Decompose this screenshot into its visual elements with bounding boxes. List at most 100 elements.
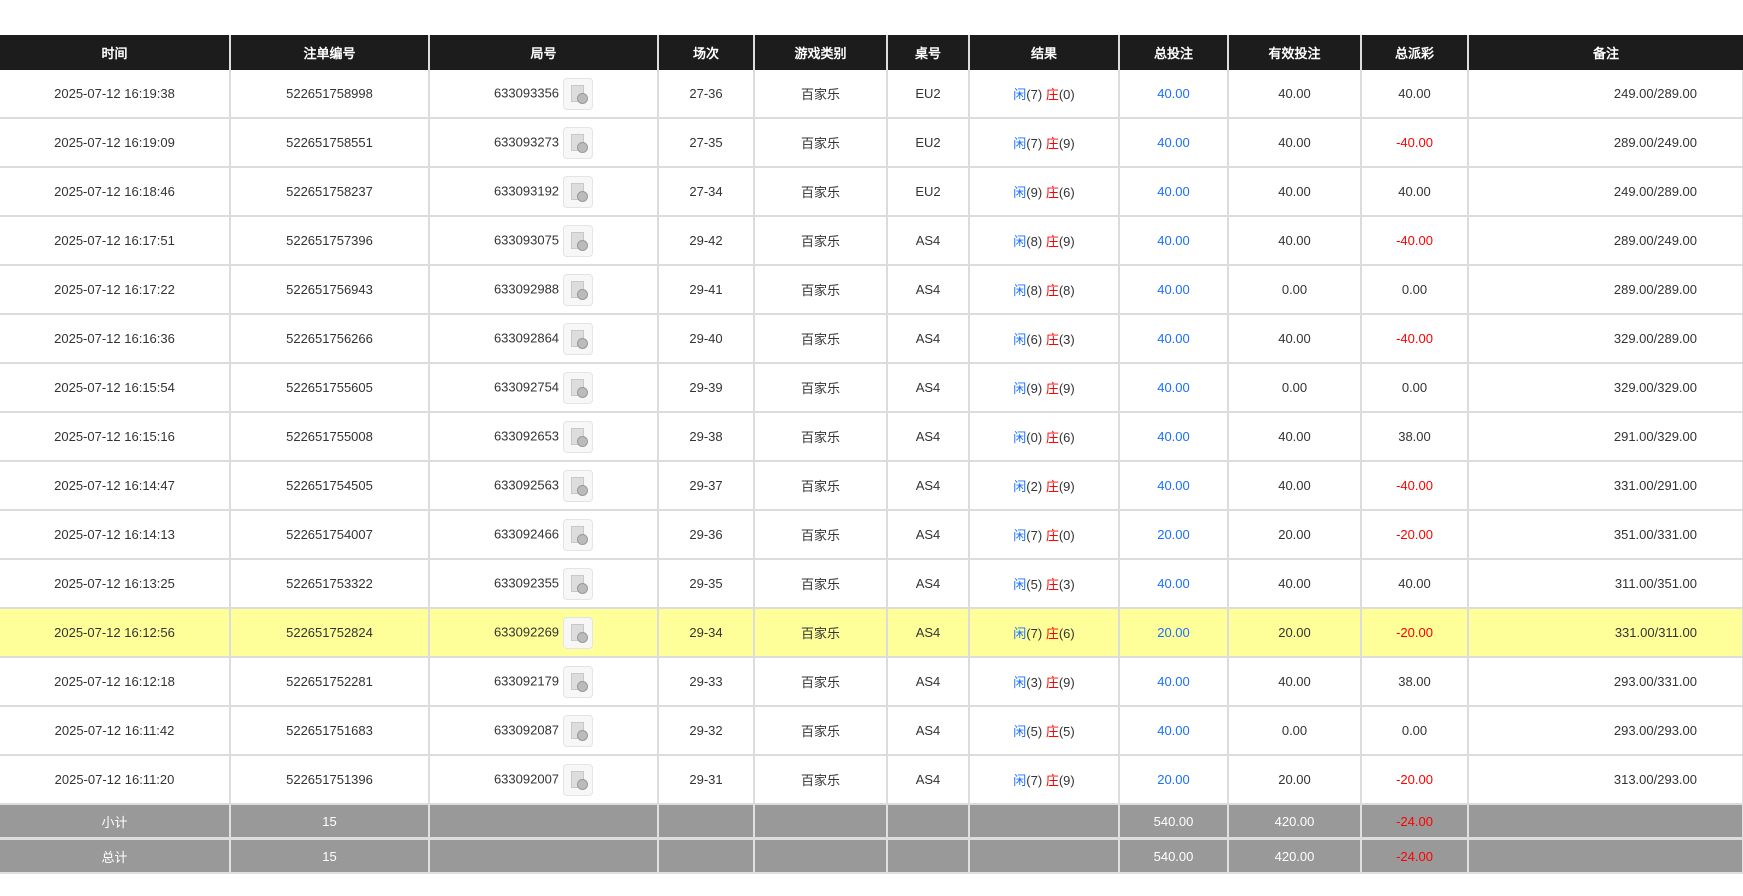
total-bet-cell: 40.00: [1119, 265, 1229, 315]
table-row: 2025-07-12 16:11:42 522651751683 633092087…: [0, 706, 1743, 756]
banker-score: (9): [1058, 675, 1075, 690]
table-row: 2025-07-12 16:15:54 522651755605 633092754…: [0, 363, 1743, 413]
table-row: 2025-07-12 16:12:18 522651752281 633092179…: [0, 657, 1743, 707]
round-number: 633093273: [493, 133, 560, 149]
table-cell: EU2: [887, 167, 970, 217]
remark-cell: 331.00/291.00: [1468, 461, 1743, 511]
payout-cell: 40.00: [1361, 559, 1469, 609]
player-score: (7): [1026, 136, 1043, 151]
video-replay-icon[interactable]: [563, 273, 594, 306]
table-cell: AS4: [887, 216, 970, 266]
remark-cell: 291.00/329.00: [1468, 412, 1743, 462]
player-label: 闲: [1013, 724, 1027, 739]
shoe-cell: 29-37: [658, 461, 755, 511]
player-score: (3): [1026, 675, 1043, 690]
time-cell: 2025-07-12 16:11:20: [0, 755, 231, 805]
video-replay-icon[interactable]: [563, 126, 594, 159]
round-cell: 633093356: [429, 70, 659, 119]
banker-label: 庄: [1045, 430, 1059, 445]
game-cell: 百家乐: [754, 559, 888, 609]
header-bet-id: 注单编号: [229, 35, 429, 70]
video-replay-icon[interactable]: [563, 714, 594, 747]
remark-cell: 293.00/293.00: [1468, 706, 1743, 756]
banker-score: (5): [1058, 724, 1075, 739]
round-cell: 633093075: [429, 216, 659, 266]
summary-valid-bet: 420.00: [1228, 838, 1362, 874]
summary-payout: -24.00: [1361, 804, 1469, 840]
video-replay-icon[interactable]: [563, 469, 594, 502]
header-result: 结果: [968, 35, 1119, 70]
player-score: (8): [1026, 234, 1043, 249]
video-replay-icon[interactable]: [563, 616, 594, 649]
valid-bet-cell: 20.00: [1228, 755, 1362, 805]
remark-cell: 313.00/293.00: [1468, 755, 1743, 805]
game-cell: 百家乐: [754, 363, 888, 413]
round-number: 633092754: [493, 378, 560, 394]
round-cell: 633092007: [429, 755, 659, 805]
round-number: 633092653: [493, 427, 560, 443]
summary-valid-bet: 420.00: [1228, 804, 1362, 840]
total-bet-cell: 40.00: [1119, 706, 1229, 756]
summary-count: 15: [230, 804, 430, 840]
table-row: 2025-07-12 16:14:13 522651754007 633092466…: [0, 510, 1743, 560]
video-replay-icon[interactable]: [563, 763, 594, 796]
player-score: (5): [1026, 724, 1043, 739]
valid-bet-cell: 40.00: [1228, 167, 1362, 217]
banker-label: 庄: [1045, 479, 1059, 494]
round-cell: 633092563: [429, 461, 659, 511]
table-row: 2025-07-12 16:19:09 522651758551 633093273…: [0, 118, 1743, 168]
shoe-cell: 29-40: [658, 314, 755, 364]
table-cell: AS4: [887, 706, 970, 756]
player-score: (7): [1026, 626, 1043, 641]
banker-score: (9): [1058, 773, 1075, 788]
table-cell: EU2: [887, 118, 970, 168]
table-row: 2025-07-12 16:14:47 522651754505 633092563…: [0, 461, 1743, 511]
video-replay-icon[interactable]: [563, 518, 594, 551]
total-bet-cell: 20.00: [1119, 608, 1229, 658]
video-replay-icon[interactable]: [563, 224, 594, 257]
time-cell: 2025-07-12 16:11:42: [0, 706, 231, 756]
total-bet-cell: 20.00: [1119, 510, 1229, 560]
total-bet-cell: 40.00: [1119, 412, 1229, 462]
round-cell: 633092754: [429, 363, 659, 413]
shoe-cell: 29-32: [658, 706, 755, 756]
valid-bet-cell: 0.00: [1228, 706, 1362, 756]
round-cell: 633092087: [429, 706, 659, 756]
bet-id-cell: 522651751396: [230, 755, 430, 805]
video-replay-icon[interactable]: [563, 567, 594, 600]
result-cell: 闲(2) 庄(9): [969, 461, 1120, 511]
player-label: 闲: [1013, 332, 1027, 347]
bet-id-cell: 522651758237: [230, 167, 430, 217]
remark-cell: 249.00/289.00: [1468, 167, 1743, 217]
valid-bet-cell: 0.00: [1228, 363, 1362, 413]
table-row: 2025-07-12 16:13:25 522651753322 633092355…: [0, 559, 1743, 609]
payout-cell: 0.00: [1361, 363, 1469, 413]
video-replay-icon[interactable]: [563, 665, 594, 698]
video-replay-icon[interactable]: [563, 322, 594, 355]
player-score: (5): [1026, 577, 1043, 592]
video-replay-icon[interactable]: [563, 371, 594, 404]
remark-cell: 289.00/249.00: [1468, 118, 1743, 168]
player-score: (8): [1026, 283, 1043, 298]
video-replay-icon[interactable]: [563, 175, 594, 208]
table-row: 2025-07-12 16:15:16 522651755008 633092653…: [0, 412, 1743, 462]
payout-cell: -40.00: [1361, 216, 1469, 266]
header-game: 游戏类别: [753, 35, 887, 70]
video-replay-icon[interactable]: [563, 420, 594, 453]
table-row: 2025-07-12 16:12:56 522651752824 633092269…: [0, 608, 1743, 658]
banker-score: (6): [1058, 430, 1075, 445]
round-number: 633092179: [493, 672, 560, 688]
payout-cell: 0.00: [1361, 706, 1469, 756]
remark-cell: 293.00/331.00: [1468, 657, 1743, 707]
header-remark: 备注: [1467, 35, 1743, 70]
video-replay-icon[interactable]: [563, 77, 594, 110]
remark-cell: 331.00/311.00: [1468, 608, 1743, 658]
time-cell: 2025-07-12 16:13:25: [0, 559, 231, 609]
banker-label: 庄: [1045, 577, 1059, 592]
player-label: 闲: [1013, 626, 1027, 641]
result-cell: 闲(5) 庄(5): [969, 706, 1120, 756]
total-bet-cell: 40.00: [1119, 167, 1229, 217]
total-bet-cell: 40.00: [1119, 461, 1229, 511]
player-label: 闲: [1013, 479, 1027, 494]
result-cell: 闲(9) 庄(6): [969, 167, 1120, 217]
